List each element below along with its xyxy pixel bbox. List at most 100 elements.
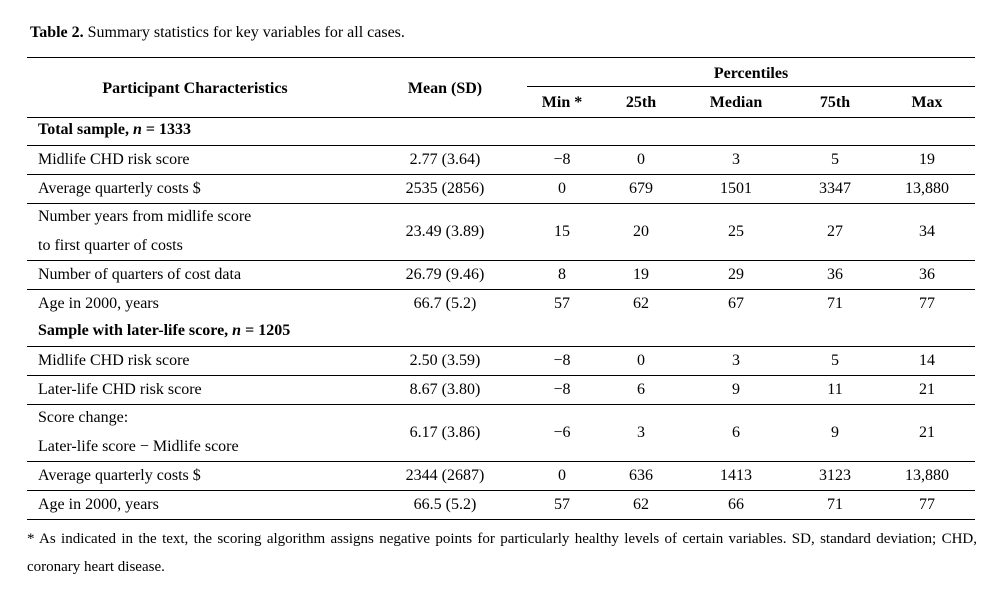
section-title-part: n bbox=[132, 121, 142, 138]
row-rule bbox=[27, 260, 975, 261]
cell: 77 bbox=[919, 294, 935, 312]
cell: 62 bbox=[633, 495, 649, 513]
cell: 0 bbox=[558, 466, 566, 484]
cell: −8 bbox=[553, 380, 571, 398]
caption: Table 2. Summary statistics for key vari… bbox=[30, 23, 405, 43]
cell: 0 bbox=[637, 150, 645, 168]
cell: 13,880 bbox=[905, 466, 949, 484]
cell: −8 bbox=[553, 351, 571, 369]
section-title: Sample with later-life score, n = 1205 bbox=[38, 321, 290, 341]
row-rule bbox=[27, 145, 975, 146]
cell: 25 bbox=[728, 222, 744, 240]
cell: 1501 bbox=[720, 179, 752, 197]
cell: 11 bbox=[827, 380, 843, 398]
cell: 5 bbox=[831, 351, 839, 369]
section-title-part: Sample with later-life score, bbox=[38, 322, 233, 339]
row-label: Score change: bbox=[38, 409, 129, 427]
cell: 21 bbox=[919, 423, 935, 441]
cell: 57 bbox=[554, 294, 570, 312]
cell: 3 bbox=[732, 351, 740, 369]
cell: 1413 bbox=[720, 466, 752, 484]
cell: 19 bbox=[919, 150, 935, 168]
cell: 57 bbox=[554, 495, 570, 513]
row-rule bbox=[27, 404, 975, 405]
cell: −8 bbox=[553, 150, 571, 168]
cell: 3347 bbox=[819, 179, 851, 197]
cell: 9 bbox=[831, 423, 839, 441]
cell: 6 bbox=[637, 380, 645, 398]
cell: 21 bbox=[919, 380, 935, 398]
section-title-part: = 1333 bbox=[141, 121, 192, 138]
cell: 679 bbox=[629, 179, 653, 197]
cell: 2535 (2856) bbox=[405, 179, 485, 197]
cell: 36 bbox=[919, 265, 935, 283]
cell: 36 bbox=[827, 265, 843, 283]
section-title-part: Total sample, bbox=[38, 121, 133, 138]
cell: 0 bbox=[637, 351, 645, 369]
caption-text: Summary statistics for key variables for… bbox=[83, 24, 405, 41]
cell: 9 bbox=[732, 380, 740, 398]
cell: 23.49 (3.89) bbox=[405, 222, 485, 240]
section-title: Total sample, n = 1333 bbox=[38, 120, 191, 140]
cell: 6 bbox=[732, 423, 740, 441]
row-label: Average quarterly costs $ bbox=[38, 466, 201, 484]
row-rule bbox=[27, 490, 975, 491]
row-label: to first quarter of costs bbox=[38, 236, 183, 254]
cell: 66 bbox=[728, 495, 744, 513]
subheader: 25th bbox=[625, 94, 657, 111]
subheader: 75th bbox=[819, 94, 851, 111]
row-rule bbox=[27, 461, 975, 462]
cell: 636 bbox=[629, 466, 653, 484]
header: Participant Characteristics bbox=[102, 80, 288, 97]
cell: 26.79 (9.46) bbox=[405, 265, 485, 283]
row-label: Age in 2000, years bbox=[38, 294, 159, 312]
row-rule bbox=[27, 346, 975, 347]
row-rule bbox=[27, 203, 975, 204]
cell: −6 bbox=[553, 423, 571, 441]
footnote: * As indicated in the text, the scoring … bbox=[27, 531, 977, 575]
bottom-rule bbox=[27, 519, 975, 520]
cell: 8.67 (3.80) bbox=[409, 380, 481, 398]
header-rule bbox=[27, 117, 975, 118]
section-title-part: n bbox=[232, 322, 242, 339]
cell: 3 bbox=[732, 150, 740, 168]
cell: 29 bbox=[728, 265, 744, 283]
subheader: Median bbox=[709, 94, 763, 111]
cell: 6.17 (3.86) bbox=[409, 423, 481, 441]
row-rule bbox=[27, 375, 975, 376]
cell: 34 bbox=[919, 222, 935, 240]
cell: 2.50 (3.59) bbox=[409, 351, 481, 369]
cell: 2344 (2687) bbox=[405, 466, 485, 484]
cell: 2.77 (3.64) bbox=[409, 150, 481, 168]
row-label: Average quarterly costs $ bbox=[38, 179, 201, 197]
row-rule bbox=[27, 289, 975, 290]
cell: 15 bbox=[554, 222, 570, 240]
cell: 66.5 (5.2) bbox=[413, 495, 477, 513]
caption-label: Table 2. bbox=[30, 24, 84, 41]
cell: 13,880 bbox=[905, 179, 949, 197]
row-rule bbox=[27, 174, 975, 175]
row-label: Later-life CHD risk score bbox=[38, 380, 202, 398]
row-label: Midlife CHD risk score bbox=[38, 351, 190, 369]
row-label: Number years from midlife score bbox=[38, 208, 252, 226]
cell: 62 bbox=[633, 294, 649, 312]
cell: 71 bbox=[827, 495, 843, 513]
cell: 27 bbox=[827, 222, 843, 240]
cell: 0 bbox=[558, 179, 566, 197]
row-label: Number of quarters of cost data bbox=[38, 265, 242, 283]
cell: 3123 bbox=[819, 466, 851, 484]
cell: 5 bbox=[831, 150, 839, 168]
cell: 14 bbox=[919, 351, 935, 369]
cell: 19 bbox=[633, 265, 649, 283]
subheader: Min * bbox=[541, 94, 583, 111]
cell: 8 bbox=[558, 265, 566, 283]
cell: 20 bbox=[633, 222, 649, 240]
group-rule bbox=[527, 86, 975, 87]
header-group: Percentiles bbox=[713, 65, 789, 82]
header: Mean (SD) bbox=[407, 80, 483, 97]
row-label: Later-life score − Midlife score bbox=[38, 437, 239, 455]
cell: 77 bbox=[919, 495, 935, 513]
row-label: Age in 2000, years bbox=[38, 495, 159, 513]
section-title-part: = 1205 bbox=[241, 322, 291, 339]
